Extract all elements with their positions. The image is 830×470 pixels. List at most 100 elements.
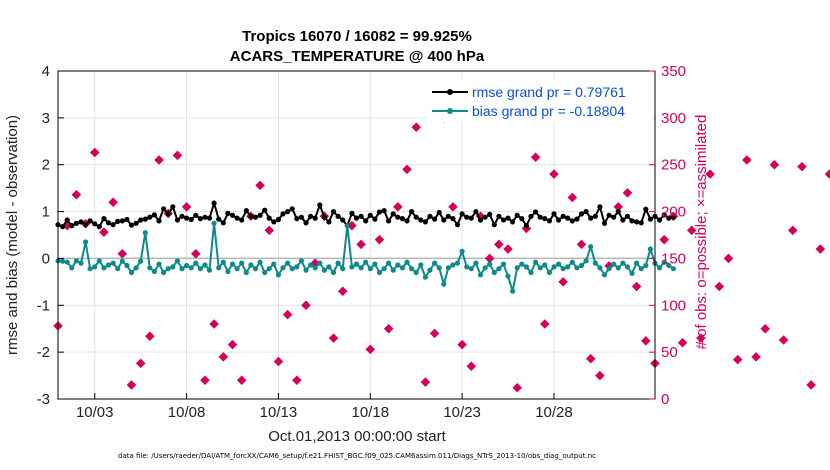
- obs-count-marker: [677, 338, 688, 348]
- rmse-point: [243, 208, 249, 214]
- obs-count-marker: [218, 352, 229, 362]
- rmse-point: [505, 215, 511, 221]
- y-tick-label: 4: [42, 63, 50, 80]
- bias-point: [647, 246, 654, 252]
- bias-point: [326, 264, 332, 270]
- rmse-point: [464, 214, 470, 220]
- rmse-point: [546, 218, 553, 224]
- bias-point: [638, 266, 644, 272]
- bias-point: [197, 266, 203, 272]
- y-right-tick-label: 350: [661, 63, 686, 80]
- obs-count-marker: [631, 281, 642, 292]
- bias-point: [491, 269, 497, 276]
- bias-point: [487, 261, 493, 267]
- rmse-point: [597, 204, 603, 210]
- bias-point: [606, 266, 612, 272]
- rmse-point: [450, 216, 456, 222]
- bias-point: [285, 260, 291, 266]
- obs-count-marker: [191, 248, 201, 259]
- bias-point: [592, 260, 598, 266]
- rmse-point: [606, 212, 612, 218]
- obs-count-marker: [641, 336, 651, 346]
- x-tick-label: 10/28: [535, 404, 573, 421]
- bias-point: [202, 262, 208, 268]
- bias-point: [468, 266, 474, 272]
- obs-count-marker: [365, 344, 376, 355]
- bias-point: [234, 266, 240, 272]
- rmse-point: [556, 217, 562, 223]
- bias-point: [317, 260, 323, 266]
- rmse-point: [225, 210, 231, 216]
- obs-count-marker: [420, 377, 431, 387]
- obs-count-marker: [576, 239, 587, 250]
- rmse-point: [69, 223, 75, 229]
- rmse-point: [496, 213, 502, 219]
- bias-point: [252, 266, 259, 272]
- bias-point: [661, 259, 667, 265]
- rmse-point: [303, 220, 309, 226]
- rmse-point: [239, 217, 245, 223]
- rmse-point: [340, 217, 346, 223]
- bias-point: [657, 265, 663, 271]
- obs-count-marker: [337, 286, 348, 296]
- legend-box: [428, 80, 654, 122]
- y-axis-label-right: # of obs: o=possible; ×=assimilated: [693, 115, 710, 350]
- rmse-point: [161, 206, 167, 212]
- bias-point: [464, 264, 470, 270]
- rmse-point: [574, 216, 580, 222]
- y-tick-label: 2: [42, 157, 50, 174]
- bias-point: [340, 266, 346, 272]
- rmse-point: [422, 219, 428, 225]
- y-right-tick-label: 250: [661, 157, 686, 174]
- obs-count-marker: [301, 300, 311, 311]
- rmse-point: [477, 217, 484, 223]
- obs-count-marker: [503, 244, 513, 254]
- rmse-point: [390, 211, 396, 217]
- rmse-point: [298, 214, 304, 220]
- y-tick-label: 3: [42, 110, 50, 127]
- bias-point: [349, 264, 355, 270]
- bias-point: [151, 268, 157, 275]
- bias-point: [298, 258, 304, 264]
- rmse-point: [83, 222, 89, 228]
- obs-count-marker: [236, 375, 247, 386]
- bias-point: [110, 260, 116, 266]
- bias-point: [83, 239, 89, 245]
- rmse-point: [404, 218, 410, 224]
- bias-point: [620, 260, 626, 266]
- bias-point: [436, 265, 442, 271]
- obs-count-marker: [181, 202, 192, 212]
- bias-point: [64, 259, 70, 265]
- rmse-point: [514, 212, 520, 218]
- rmse-point: [275, 216, 281, 223]
- obs-count-marker: [393, 202, 403, 212]
- rmse-point: [376, 209, 383, 215]
- y-right-tick-label: 300: [661, 110, 686, 127]
- bias-point: [395, 262, 401, 268]
- rmse-point: [206, 215, 213, 221]
- obs-count-marker: [466, 361, 477, 371]
- rmse-point: [620, 217, 626, 223]
- obs-count-marker: [549, 169, 559, 179]
- rmse-point: [266, 215, 272, 221]
- bias-point: [248, 262, 254, 268]
- bias-point: [523, 264, 530, 270]
- bias-point: [409, 266, 415, 272]
- rmse-point: [661, 212, 667, 218]
- bias-point: [482, 265, 488, 271]
- rmse-point: [482, 214, 488, 220]
- bias-point: [119, 258, 125, 264]
- bias-point: [560, 266, 566, 272]
- bias-point: [211, 220, 217, 226]
- rmse-point: [441, 217, 447, 223]
- bias-point: [386, 260, 392, 266]
- obs-count-marker: [705, 169, 715, 179]
- rmse-point: [523, 223, 530, 229]
- bias-point: [542, 262, 548, 268]
- bias-point: [611, 261, 617, 267]
- obs-count-marker: [457, 339, 467, 350]
- bias-point: [533, 259, 539, 265]
- rmse-point: [491, 222, 497, 228]
- rmse-point: [317, 202, 323, 208]
- bias-point: [96, 258, 102, 264]
